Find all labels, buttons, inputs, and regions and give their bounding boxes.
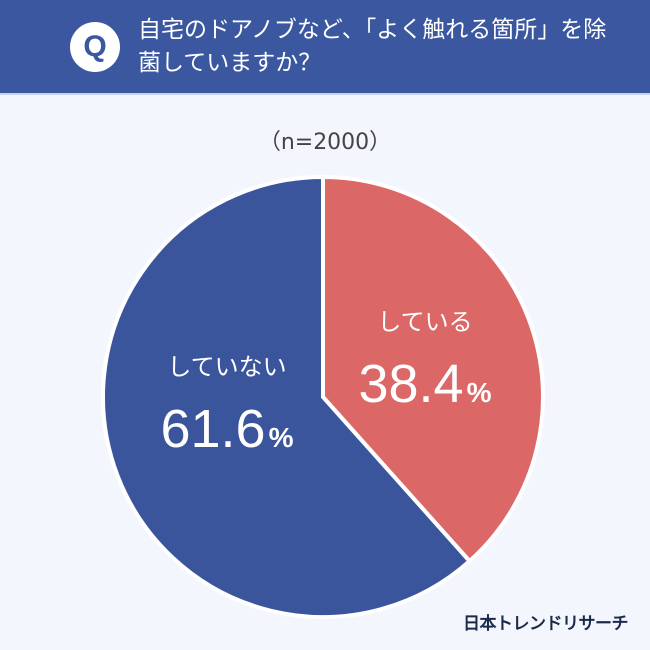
pie-slice-2 — [101, 174, 473, 619]
q-badge: Q — [70, 22, 120, 72]
question-title: 自宅のドアノブなど、「よく触れる箇所」を除菌していますか？ — [138, 17, 607, 76]
header: Q 自宅のドアノブなど、「よく触れる箇所」を除菌していますか？ — [0, 0, 650, 95]
slice-label: していない — [167, 353, 286, 381]
slice-label: している — [377, 308, 472, 336]
credit-logo: 日本トレンドリサーチ — [463, 614, 629, 634]
pie-slice-1 — [321, 174, 545, 564]
sample-size: （n=2000） — [258, 130, 392, 155]
